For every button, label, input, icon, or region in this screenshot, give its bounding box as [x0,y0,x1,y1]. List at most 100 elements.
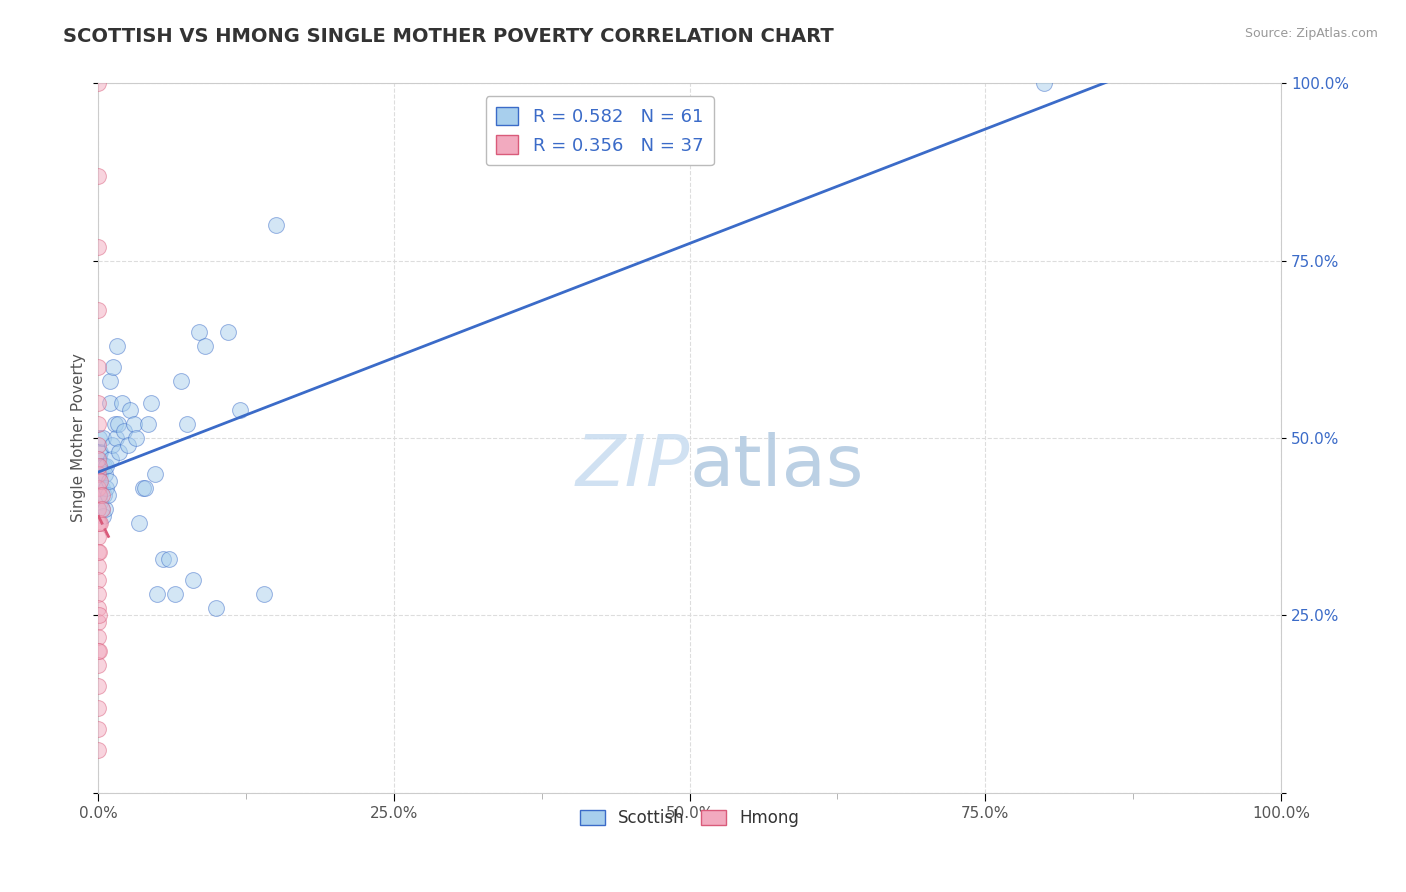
Point [89,488,111,502]
Point [87,615,110,630]
Point [91,431,114,445]
Point [87,239,110,253]
Point [87,658,110,673]
Point [157,551,180,566]
Point [89,495,111,509]
Point [87,601,110,615]
Point [217,325,239,339]
Point [87,630,110,644]
Point [89,488,111,502]
Point [128,516,150,530]
Point [87,544,110,558]
Point [87,77,110,91]
Point [89,452,111,467]
Point [87,452,110,467]
Legend: Scottish, Hmong: Scottish, Hmong [574,803,806,834]
Point [87,481,110,495]
Point [107,417,129,431]
Point [89,459,111,474]
Point [253,587,276,601]
Point [98,374,121,388]
Point [87,587,110,601]
Point [89,474,111,488]
Point [112,424,135,438]
Point [94,467,117,481]
Point [87,644,110,658]
Point [90,459,112,474]
Point [103,360,125,375]
Text: Source: ZipAtlas.com: Source: ZipAtlas.com [1244,27,1378,40]
Point [89,445,111,459]
Point [143,467,166,481]
Point [89,445,111,459]
Point [89,459,111,474]
Point [163,587,186,601]
Point [117,438,139,452]
Point [87,743,110,757]
Text: atlas: atlas [689,432,863,501]
Point [134,481,156,495]
Point [93,488,115,502]
Point [87,530,110,544]
Point [87,395,110,409]
Point [96,488,118,502]
Point [89,467,111,481]
Point [87,360,110,375]
Point [87,700,110,714]
Point [98,395,121,409]
Point [89,431,111,445]
Point [146,587,169,601]
Point [89,516,111,530]
Point [104,431,127,445]
Point [187,325,209,339]
Text: ZIP: ZIP [575,432,689,501]
Point [193,339,215,353]
Point [87,169,110,183]
Point [118,402,141,417]
Point [89,608,111,623]
Point [181,573,204,587]
Point [93,459,115,474]
Point [100,452,122,467]
Point [89,544,111,558]
Point [105,339,128,353]
Point [87,467,110,481]
Point [90,502,112,516]
Point [87,417,110,431]
Point [132,481,155,495]
Point [89,516,111,530]
Point [87,573,110,587]
Point [152,551,174,566]
Point [111,395,134,409]
Point [87,722,110,736]
Point [108,445,131,459]
Point [87,438,110,452]
Point [104,417,127,431]
Point [97,474,120,488]
Point [136,417,159,431]
Point [170,374,193,388]
Point [91,509,114,524]
Point [101,438,124,452]
Point [89,474,111,488]
Point [125,431,148,445]
Y-axis label: Single Mother Poverty: Single Mother Poverty [72,353,86,523]
Point [1033,77,1056,91]
Point [141,395,163,409]
Point [87,516,110,530]
Point [229,402,252,417]
Point [264,219,287,233]
Point [87,679,110,693]
Point [87,303,110,318]
Point [89,467,111,481]
Point [90,488,112,502]
Point [176,417,198,431]
Point [89,644,111,658]
Point [87,502,110,516]
Point [96,481,118,495]
Point [87,558,110,573]
Point [205,601,228,615]
Text: SCOTTISH VS HMONG SINGLE MOTHER POVERTY CORRELATION CHART: SCOTTISH VS HMONG SINGLE MOTHER POVERTY … [63,27,834,45]
Point [94,502,117,516]
Point [90,481,112,495]
